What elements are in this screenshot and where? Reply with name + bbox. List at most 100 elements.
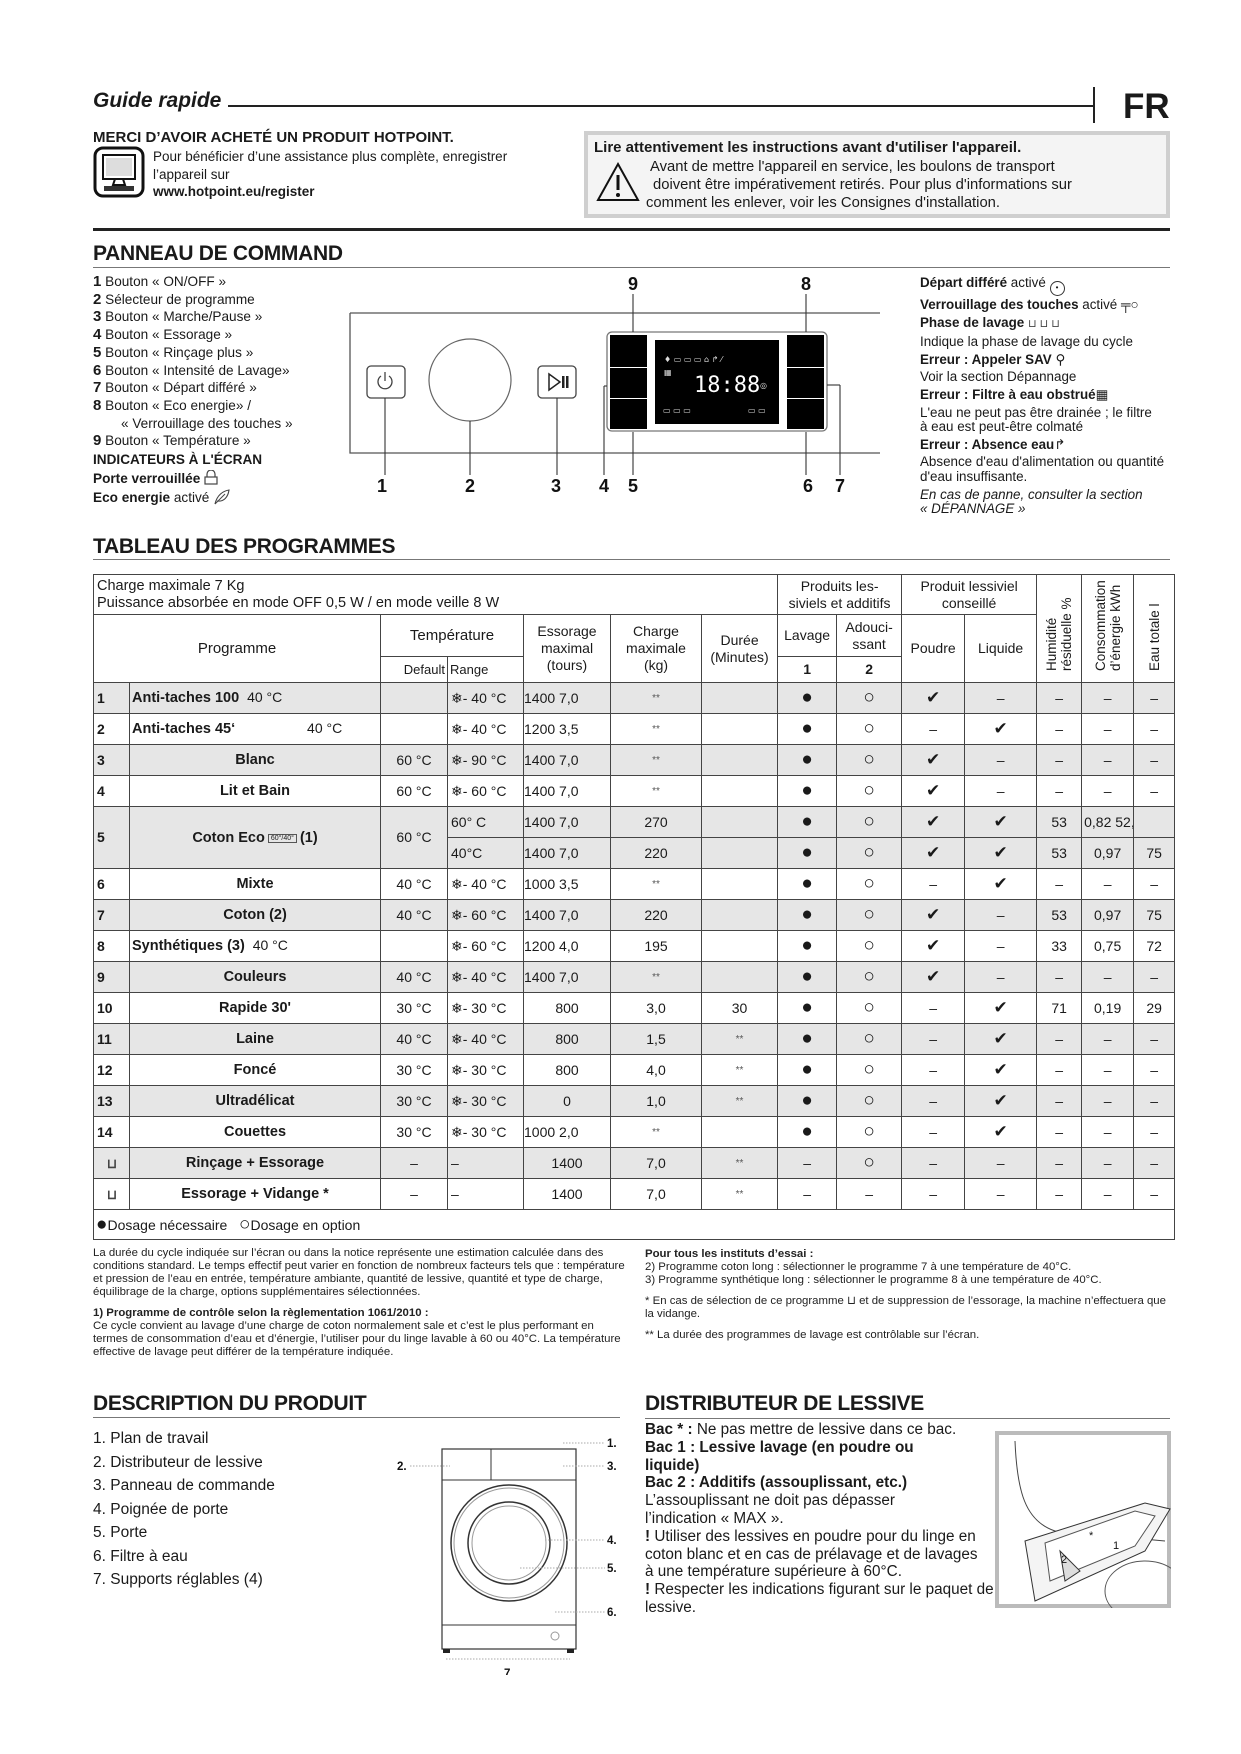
cell-ad: ○ bbox=[836, 837, 903, 869]
note-star: * En cas de sélection de ce programme ⊔ … bbox=[645, 1295, 1166, 1320]
bac-star: Bac * : Ne pas mettre de lessive dans ce… bbox=[645, 1421, 957, 1438]
cell-liq: ✔ bbox=[964, 992, 1038, 1024]
table-row: 11 Laine 40 °C ❄- 40 °C 800 1,5 ** ● ○ – ✔ – – – bbox=[93, 1023, 1176, 1055]
section-rule bbox=[93, 228, 1170, 231]
water-error-label: Erreur : Absence eau bbox=[920, 436, 1055, 452]
table-row: 2 Anti-taches 45‘ 40 °C ❄- 40 °C 1200 3,5 **… bbox=[93, 713, 1176, 745]
default-temperature: 40 °C bbox=[380, 961, 448, 993]
eco-status: activé bbox=[173, 490, 210, 505]
cell-conso: 0,75 bbox=[1081, 930, 1135, 962]
cell-ess: 1000 2,0 bbox=[523, 1116, 611, 1148]
cell-ess: 800 bbox=[523, 992, 611, 1024]
leaf-icon bbox=[214, 489, 230, 505]
cell-conso: – bbox=[1081, 868, 1135, 900]
cell-ess: 1400 7,0 bbox=[523, 837, 611, 869]
cell-eau: – bbox=[1133, 1147, 1176, 1179]
program-name: Rinçage + Essorage bbox=[129, 1147, 381, 1179]
cell-conso: – bbox=[1081, 1147, 1135, 1179]
cell-range: – bbox=[447, 1147, 524, 1179]
cell-hum: – bbox=[1036, 775, 1083, 807]
cell-hum: – bbox=[1036, 1023, 1083, 1055]
duration-note: La durée du cycle indiquée sur l’écran o… bbox=[93, 1247, 625, 1298]
cell-conso: – bbox=[1081, 1085, 1135, 1117]
item-number: 8 bbox=[93, 396, 102, 414]
spin-drain-icon: ⊔ bbox=[847, 1295, 856, 1307]
cell-eau: – bbox=[1133, 1178, 1176, 1210]
program-name: Foncé bbox=[129, 1054, 381, 1086]
cell-conso: – bbox=[1081, 744, 1135, 776]
callout-8: 8 bbox=[801, 274, 811, 294]
cell-charge: ** bbox=[610, 961, 702, 993]
cell-duree: ** bbox=[700, 1085, 779, 1117]
cell-conso: 0,19 bbox=[1081, 992, 1135, 1024]
cell-pou: ✔ bbox=[901, 775, 966, 807]
item-label: Sélecteur de programme bbox=[105, 291, 255, 307]
tap-icon: ↱ bbox=[1054, 436, 1066, 452]
warning-line-3: comment les enlever, voir les Consignes … bbox=[646, 195, 1001, 211]
cell-eau bbox=[1133, 806, 1176, 838]
program-name: Lit et Bain bbox=[129, 775, 381, 807]
cell-lav: ● bbox=[777, 930, 838, 962]
cell-hum: – bbox=[1036, 1054, 1083, 1086]
cell-range: ❄- 30 °C bbox=[447, 1054, 524, 1086]
programs-table: Charge maximale 7 Kg Puissance absorbée … bbox=[92, 574, 1176, 1240]
item-number: 1 bbox=[93, 273, 102, 290]
panel-legend-item: 9 Bouton « Température » bbox=[93, 432, 293, 450]
cell-eau: – bbox=[1133, 775, 1176, 807]
cell-lav: ● bbox=[777, 1085, 838, 1117]
cell-ess: 1400 bbox=[523, 1147, 611, 1179]
item-label: Bouton « Départ différé » bbox=[105, 380, 257, 396]
cell-eau: – bbox=[1133, 713, 1176, 745]
cell-lav: ● bbox=[777, 899, 838, 931]
cell-duree bbox=[700, 868, 779, 900]
cell-ad: ○ bbox=[836, 961, 903, 993]
cell-liq: ✔ bbox=[964, 1116, 1038, 1148]
note-2: 2) Programme coton long : sélectionner l… bbox=[645, 1261, 1072, 1273]
control-panel-diagram: 18:88 ♦ ▭ ▭ ▭ ⌂ ↱ ⁄ ▦ ▭ ▭ ▭ ▭ ▭ ◎ 1 2 3 4… bbox=[349, 274, 880, 496]
cell-pou: ✔ bbox=[901, 899, 966, 931]
item-number: 6 bbox=[93, 361, 102, 379]
cell-lav: ● bbox=[777, 961, 838, 993]
cell-duree: ** bbox=[700, 1023, 779, 1055]
cell-ess: 0 bbox=[523, 1085, 611, 1117]
filter-grid-icon: ▦ bbox=[1095, 386, 1109, 402]
callout-4: 4. bbox=[607, 1535, 617, 1547]
table-row: 13 Ultradélicat 30 °C ❄- 30 °C 0 1,0 ** ● ○ – ✔ – – – bbox=[93, 1085, 1176, 1117]
register-link[interactable]: www.hotpoint.eu/register bbox=[153, 184, 315, 199]
control-program-title: 1) Programme de contrôle selon la règlem… bbox=[93, 1307, 429, 1319]
header-spin: Essorage maximal (tours) bbox=[523, 614, 611, 683]
compartment-2-label: 2 bbox=[1061, 1554, 1067, 1566]
svg-text:◎: ◎ bbox=[760, 381, 767, 390]
header-programme: Programme bbox=[93, 614, 381, 683]
header-softener: Adouci-ssant bbox=[836, 614, 903, 657]
filter-error-label: Erreur : Filtre à eau obstrué bbox=[920, 386, 1096, 402]
cell-conso: – bbox=[1081, 1054, 1135, 1086]
header-recommended: Produit lessiviel conseillé bbox=[901, 574, 1038, 615]
cell-ad: ○ bbox=[836, 868, 903, 900]
cell-hum: – bbox=[1036, 1147, 1083, 1179]
thanks-line-1: Pour bénéficier d’une assistance plus co… bbox=[153, 149, 508, 164]
program-name: Couleurs bbox=[129, 961, 381, 993]
cell-eau: – bbox=[1133, 1116, 1176, 1148]
legend-required: Dosage nécessaire bbox=[107, 1216, 228, 1233]
program-number: 8 bbox=[93, 930, 130, 962]
cell-range: 60° C bbox=[447, 806, 524, 838]
program-name: Anti-taches 100 40 °C bbox=[129, 682, 381, 714]
wash-phase-icons: ⊔ ⊔ ⊔ bbox=[1027, 317, 1060, 330]
cell-liq: ✔ bbox=[964, 1085, 1038, 1117]
default-temperature: 30 °C bbox=[380, 1085, 448, 1117]
cell-conso: 0,82 52,5 bbox=[1081, 806, 1135, 838]
program-number: 5 bbox=[93, 806, 130, 869]
cell-charge: ** bbox=[610, 775, 702, 807]
cell-liq: ✔ bbox=[964, 806, 1038, 838]
delay-label: Départ différé bbox=[920, 275, 1008, 290]
description-item: 7. Supports réglables (4) bbox=[93, 1571, 263, 1588]
header-wash: Lavage bbox=[777, 614, 838, 657]
indicators-title: INDICATEURS À L'ÉCRAN bbox=[93, 452, 263, 467]
cell-eau: – bbox=[1133, 868, 1176, 900]
distributor-section-title: DISTRIBUTEUR DE LESSIVE bbox=[645, 1392, 924, 1415]
cell-lav: – bbox=[777, 1178, 838, 1210]
compartment-1-label: 1 bbox=[1113, 1540, 1119, 1552]
item-label: Bouton « Eco energie» / bbox=[105, 397, 251, 413]
svg-text:▦: ▦ bbox=[664, 368, 672, 377]
